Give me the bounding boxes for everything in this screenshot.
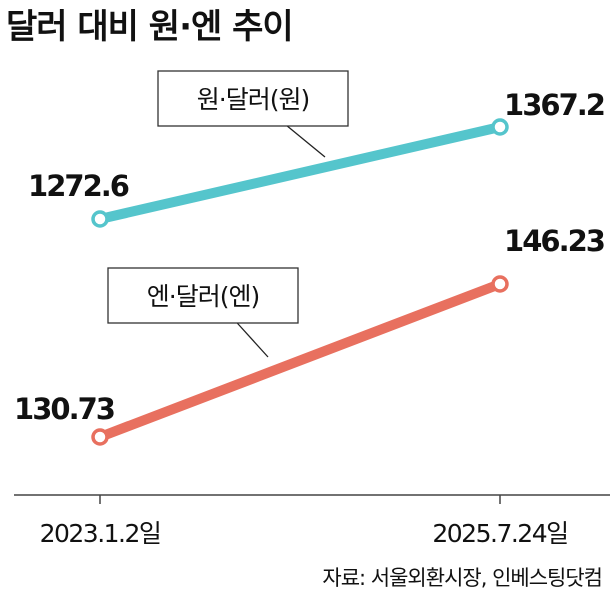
source-note: 자료: 서울외환시장, 인베스팅닷컴	[322, 566, 602, 590]
legend-box	[157, 70, 349, 127]
data-label: 130.73	[14, 392, 114, 426]
x-tick-label-end: 2025.7.24일	[432, 519, 567, 548]
chart-title: 달러 대비 원·엔 추이	[6, 7, 293, 47]
data-label: 1272.6	[28, 169, 129, 203]
series-line	[95, 122, 505, 224]
data-label: 146.23	[504, 224, 604, 258]
data-point	[91, 428, 109, 446]
legend-leader-line	[286, 125, 326, 158]
series-line	[95, 279, 505, 442]
data-point	[91, 210, 109, 228]
legend-label: 엔·달러(엔)	[147, 282, 259, 311]
series-layer: 원·달러(원) 1272.6 1367.2 엔·달러(엔) 130.73 146.23	[14, 70, 606, 446]
data-point	[491, 275, 509, 293]
legend-box	[107, 267, 299, 324]
legend-leader-line	[236, 322, 269, 358]
legend-label: 원·달러(원)	[197, 85, 309, 114]
data-label: 1367.2	[504, 88, 604, 122]
data-point	[491, 118, 509, 136]
x-tick-label-start: 2023.1.2일	[40, 519, 161, 548]
